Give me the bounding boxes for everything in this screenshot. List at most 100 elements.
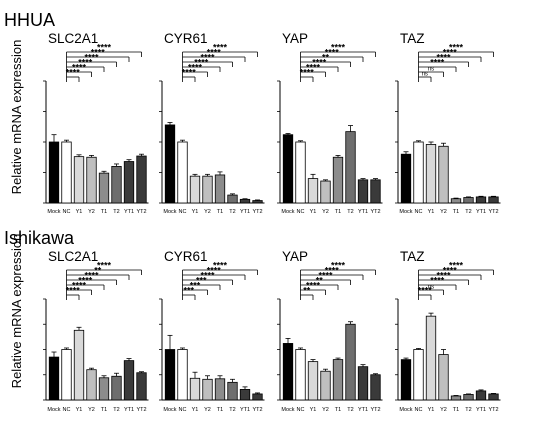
bar bbox=[252, 393, 263, 401]
significance-label: **** bbox=[449, 261, 464, 271]
significance-label: **** bbox=[306, 63, 321, 73]
bar bbox=[370, 374, 381, 401]
bar bbox=[164, 349, 176, 401]
x-tick-label: Mock bbox=[399, 407, 412, 413]
significance-label: **** bbox=[66, 286, 81, 296]
x-tick-label: Y2 bbox=[440, 209, 447, 215]
significance-label: **** bbox=[66, 68, 81, 78]
significance-label: **** bbox=[84, 53, 99, 63]
bar bbox=[239, 198, 251, 204]
x-tick-label: NC bbox=[63, 209, 71, 215]
significance-label: **** bbox=[207, 266, 222, 276]
significance-label: ** bbox=[303, 286, 311, 296]
x-tick-label: Y1 bbox=[76, 209, 83, 215]
bar bbox=[488, 196, 499, 204]
x-tick-label: YT1 bbox=[124, 209, 134, 215]
significance-label: **** bbox=[72, 281, 87, 291]
significance-label: **** bbox=[306, 281, 321, 291]
bar bbox=[227, 194, 238, 204]
x-tick-label: Mock bbox=[163, 209, 176, 215]
x-tick-label: YT2 bbox=[488, 407, 498, 413]
bar bbox=[295, 349, 306, 401]
bar bbox=[189, 175, 201, 204]
x-tick-label: T2 bbox=[229, 209, 235, 215]
x-tick-label: NC bbox=[63, 407, 71, 413]
bar bbox=[227, 381, 238, 401]
x-tick-label: YT2 bbox=[252, 407, 262, 413]
bar bbox=[413, 141, 424, 204]
significance-label: ** bbox=[322, 53, 330, 63]
chart-title: CYR61 bbox=[164, 249, 208, 264]
chart-title: YAP bbox=[282, 31, 308, 46]
x-tick-label: YT1 bbox=[240, 209, 250, 215]
significance-label: ** bbox=[94, 266, 102, 276]
significance-label: **** bbox=[331, 43, 346, 53]
x-tick-label: Y2 bbox=[322, 407, 329, 413]
bar bbox=[320, 180, 331, 204]
x-tick-label: Y2 bbox=[440, 407, 447, 413]
row-title-hhua: HHUA bbox=[4, 10, 55, 30]
bar bbox=[320, 370, 331, 401]
chart-title: TAZ bbox=[400, 249, 425, 264]
significance-label: **** bbox=[436, 271, 451, 281]
bar bbox=[239, 388, 251, 401]
bar bbox=[357, 366, 369, 401]
bar bbox=[86, 369, 97, 401]
x-tick-label: YT1 bbox=[240, 407, 250, 413]
x-tick-label: T2 bbox=[347, 209, 353, 215]
x-tick-label: Y1 bbox=[428, 209, 435, 215]
bar bbox=[295, 141, 306, 204]
bar bbox=[400, 153, 412, 204]
significance-label: **** bbox=[97, 43, 112, 53]
bar bbox=[463, 197, 474, 204]
bar bbox=[136, 372, 147, 401]
significance-label: **** bbox=[443, 48, 458, 58]
bar bbox=[307, 361, 319, 401]
chart-title: CYR61 bbox=[164, 31, 208, 46]
significance-label: ns bbox=[428, 67, 434, 73]
bar bbox=[438, 145, 449, 204]
x-tick-label: Y2 bbox=[88, 209, 95, 215]
x-tick-label: T1 bbox=[101, 209, 107, 215]
bar bbox=[345, 323, 356, 401]
significance-label: **** bbox=[194, 58, 209, 68]
x-tick-label: T2 bbox=[229, 407, 235, 413]
x-tick-label: T1 bbox=[101, 407, 107, 413]
bar bbox=[332, 156, 344, 204]
x-tick-label: YT1 bbox=[124, 407, 134, 413]
bar bbox=[123, 360, 135, 401]
significance-label: **** bbox=[430, 276, 445, 286]
bar bbox=[123, 161, 135, 204]
bar bbox=[413, 349, 424, 401]
x-tick-label: Y1 bbox=[192, 209, 199, 215]
bar bbox=[111, 375, 122, 401]
significance-label: **** bbox=[418, 286, 433, 296]
bar bbox=[357, 179, 369, 204]
x-tick-label: YT1 bbox=[476, 209, 486, 215]
x-tick-label: Y1 bbox=[310, 209, 317, 215]
chart-title: YAP bbox=[282, 249, 308, 264]
x-tick-label: NC bbox=[179, 407, 187, 413]
significance-label: **** bbox=[213, 261, 228, 271]
significance-label: **** bbox=[300, 68, 315, 78]
bar bbox=[177, 349, 188, 401]
y-axis-label-top: Relative mRNA expression bbox=[9, 40, 24, 195]
x-tick-label: T2 bbox=[465, 209, 471, 215]
x-tick-label: T1 bbox=[335, 209, 341, 215]
significance-label: **** bbox=[312, 58, 327, 68]
significance-label: **** bbox=[443, 266, 458, 276]
x-tick-label: T2 bbox=[465, 407, 471, 413]
bar bbox=[48, 356, 60, 401]
x-tick-label: Mock bbox=[47, 407, 60, 413]
bar bbox=[189, 377, 201, 401]
bar bbox=[61, 349, 72, 401]
bar bbox=[73, 156, 85, 204]
bar bbox=[463, 394, 474, 401]
x-tick-label: T1 bbox=[453, 209, 459, 215]
x-tick-label: NC bbox=[297, 209, 305, 215]
bar bbox=[345, 131, 356, 204]
